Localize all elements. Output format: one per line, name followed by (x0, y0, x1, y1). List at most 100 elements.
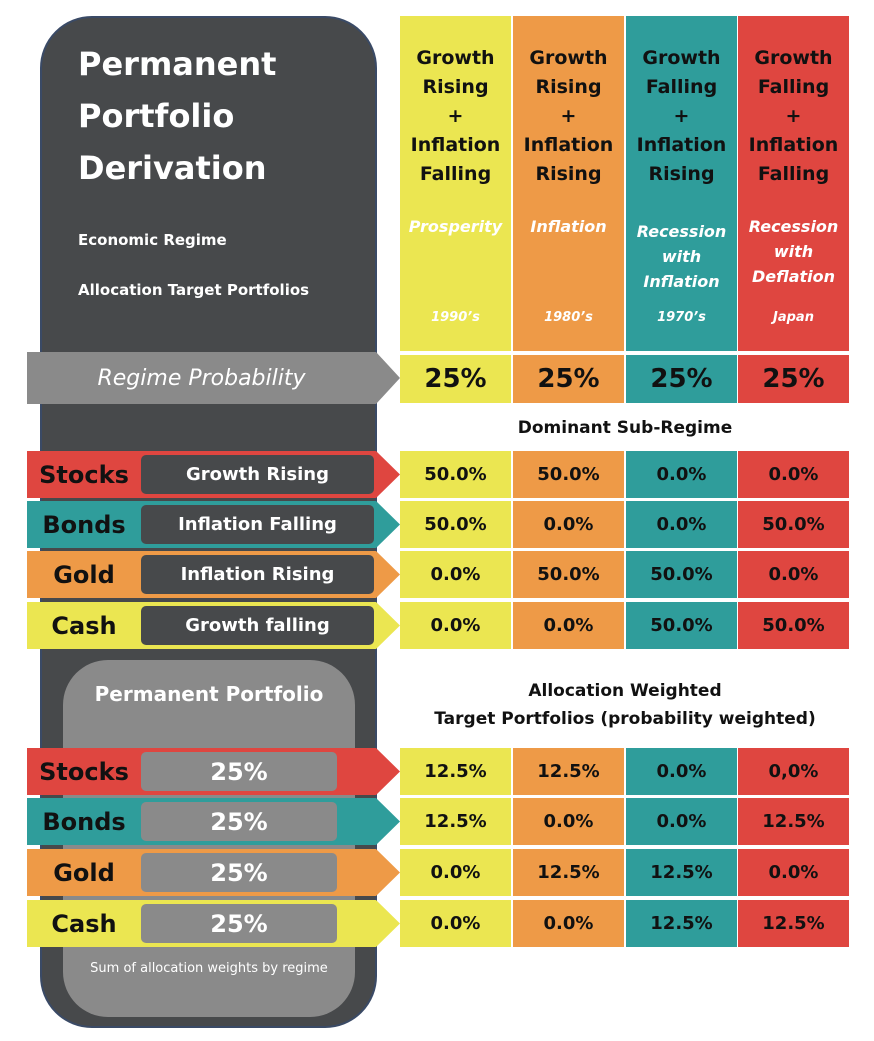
weighted-allocation-cell: 12.5% (738, 798, 849, 845)
sub-regime-label: Inflation Rising (141, 555, 374, 594)
regime-heading-line: Inflation (410, 134, 501, 156)
regime-name: Recession with Deflation (748, 217, 839, 286)
regime-heading-line: Rising (535, 163, 602, 185)
regime-heading-line: Inflation (636, 134, 727, 156)
allocation-cell: 0.0% (626, 501, 737, 548)
weighted-allocation-cell: 12.5% (400, 748, 511, 795)
regime-probability-cell: 25% (400, 355, 511, 403)
weighted-allocation-cell: 0.0% (400, 900, 511, 947)
regime-heading-line: Growth (642, 47, 721, 69)
allocation-cell: 50.0% (626, 551, 737, 598)
allocation-cell: 50.0% (738, 602, 849, 649)
regime-heading-line: Rising (422, 76, 489, 98)
asset-name: Gold (53, 858, 115, 887)
allocation-cell: 0.0% (513, 501, 624, 548)
permanent-weight: 25% (141, 802, 337, 841)
asset-name: Cash (51, 909, 117, 938)
allocation-cell: 0.0% (400, 551, 511, 598)
regime-name: Prosperity (408, 217, 503, 236)
weighted-allocation-cell: 0.0% (738, 849, 849, 896)
economic-regime-label: Economic Regime (78, 231, 227, 249)
regime-column-header: Growth Falling + Inflation Rising Recession w… (626, 16, 737, 351)
regime-heading-line: Rising (648, 163, 715, 185)
weight-row-gold: Gold 25% (27, 849, 400, 896)
permanent-weight: 25% (141, 853, 337, 892)
regime-probability-cell: 25% (738, 355, 849, 403)
allocation-cell: 0.0% (738, 551, 849, 598)
asset-row-cash: Cash Growth falling (27, 602, 400, 649)
regime-column-header: Growth Falling + Inflation Falling Recession … (738, 16, 849, 351)
weighted-allocation-cell: 12.5% (626, 849, 737, 896)
regime-probability-arrow: Regime Probability (27, 352, 400, 404)
allocation-cell: 0.0% (738, 451, 849, 498)
regime-era: 1980’s (544, 310, 593, 325)
regime-probability-label: Regime Probability (97, 365, 306, 391)
weighted-allocation-cell: 12.5% (738, 900, 849, 947)
allocation-cell: 50.0% (400, 451, 511, 498)
allocation-cell: 50.0% (513, 451, 624, 498)
regime-heading-line: Growth (754, 47, 833, 69)
sub-regime-label: Growth Rising (141, 455, 374, 494)
weighted-allocation-cell: 12.5% (513, 748, 624, 795)
regime-probability-cell: 25% (513, 355, 624, 403)
regime-era: Japan (773, 310, 814, 325)
allocation-cell: 50.0% (400, 501, 511, 548)
regime-heading-line: Inflation (748, 134, 839, 156)
weighted-allocation-cell: 0.0% (626, 748, 737, 795)
regime-heading-line: + (785, 105, 802, 127)
regime-era: 1990’s (431, 310, 480, 325)
sum-note: Sum of allocation weights by regime (90, 961, 328, 976)
asset-name: Gold (53, 560, 115, 589)
regime-heading: Growth Falling + Inflation Falling (738, 44, 849, 189)
page-title: Permanent Portfolio Derivation (78, 45, 277, 187)
permanent-portfolio-heading: Permanent Portfolio (94, 682, 324, 706)
permanent-weight: 25% (141, 752, 337, 791)
weight-row-stocks: Stocks 25% (27, 748, 400, 795)
sub-regime-label: Growth falling (141, 606, 374, 645)
regime-name: Inflation (530, 217, 607, 236)
asset-row-stocks: Stocks Growth Rising (27, 451, 400, 498)
weighted-allocation-cell: 0.0% (626, 798, 737, 845)
weight-row-bonds: Bonds 25% (27, 798, 400, 845)
regime-heading-line: + (447, 105, 464, 127)
dominant-sub-regime-heading: Dominant Sub-Regime (517, 418, 733, 438)
regime-heading-line: Falling (419, 163, 492, 185)
regime-heading-line: Falling (757, 163, 830, 185)
regime-heading-line: Inflation (523, 134, 614, 156)
sub-regime-label: Inflation Falling (141, 505, 374, 544)
allocation-targets-label: Allocation Target Portfolios (78, 281, 310, 299)
regime-heading-line: Falling (645, 76, 718, 98)
regime-heading-line: + (560, 105, 577, 127)
weight-row-cash: Cash 25% (27, 900, 400, 947)
allocation-cell: 0.0% (400, 602, 511, 649)
asset-name: Stocks (39, 757, 129, 786)
allocation-cell: 50.0% (626, 602, 737, 649)
asset-row-bonds: Bonds Inflation Falling (27, 501, 400, 548)
weighted-allocation-cell: 0.0% (513, 900, 624, 947)
allocation-cell: 0.0% (626, 451, 737, 498)
allocation-weighted-heading-2: Target Portfolios (probability weighted) (434, 709, 816, 729)
allocation-cell: 0.0% (513, 602, 624, 649)
regime-heading-line: Growth (529, 47, 608, 69)
allocation-cell: 50.0% (513, 551, 624, 598)
regime-heading-line: Rising (535, 76, 602, 98)
asset-row-gold: Gold Inflation Rising (27, 551, 400, 598)
asset-name: Cash (51, 611, 117, 640)
permanent-weight: 25% (141, 904, 337, 943)
regime-heading: Growth Falling + Inflation Rising (626, 44, 737, 189)
weighted-allocation-cell: 12.5% (513, 849, 624, 896)
weighted-allocation-cell: 12.5% (400, 798, 511, 845)
weighted-allocation-cell: 0.0% (513, 798, 624, 845)
regime-heading-line: Growth (416, 47, 495, 69)
asset-name: Bonds (42, 807, 126, 836)
regime-heading: Growth Rising + Inflation Rising (513, 44, 624, 189)
regime-name: Recession with Inflation (636, 222, 727, 291)
weighted-allocation-cell: 0,0% (738, 748, 849, 795)
regime-column-header: Growth Rising + Inflation Rising Inflation 198… (513, 16, 624, 351)
regime-column-header: Growth Rising + Inflation Falling Prosperity 1… (400, 16, 511, 351)
regime-heading-line: Falling (757, 76, 830, 98)
regime-heading-line: + (673, 105, 690, 127)
regime-heading: Growth Rising + Inflation Falling (400, 44, 511, 189)
weighted-allocation-cell: 12.5% (626, 900, 737, 947)
